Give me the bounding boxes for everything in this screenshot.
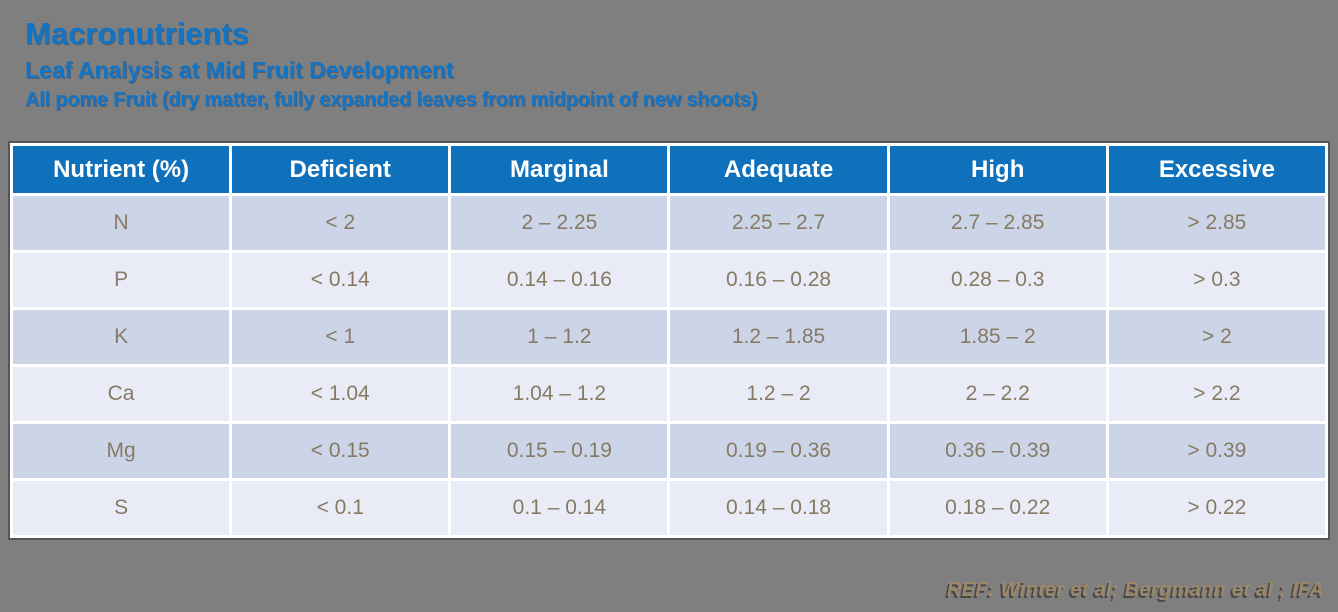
value-cell: 0.14 – 0.18: [670, 481, 887, 535]
value-cell: 0.16 – 0.28: [670, 253, 887, 307]
nutrient-cell: Mg: [13, 424, 230, 478]
value-cell: 0.1 – 0.14: [451, 481, 668, 535]
value-cell: 1 – 1.2: [451, 310, 668, 364]
nutrient-cell: P: [13, 253, 230, 307]
value-cell: > 0.39: [1108, 424, 1325, 478]
slide-subnote: All pome Fruit (dry matter, fully expand…: [25, 89, 758, 111]
nutrient-cell: S: [13, 481, 230, 535]
table-row-p: P < 0.14 0.14 – 0.16 0.16 – 0.28 0.28 – …: [13, 253, 1325, 307]
value-cell: 1.85 – 2: [889, 310, 1106, 364]
value-cell: < 1: [232, 310, 449, 364]
col-header-adequate: Adequate: [670, 146, 887, 193]
table-row-mg: Mg < 0.15 0.15 – 0.19 0.19 – 0.36 0.36 –…: [13, 424, 1325, 478]
title-block: Macronutrients Leaf Analysis at Mid Frui…: [25, 16, 757, 113]
col-header-high: High: [889, 146, 1106, 193]
col-header-excessive: Excessive: [1108, 146, 1325, 193]
table-row-k: K < 1 1 – 1.2 1.2 – 1.85 1.85 – 2 > 2: [13, 310, 1325, 364]
nutrient-cell: Ca: [13, 367, 230, 421]
nutrient-cell: N: [13, 196, 230, 250]
value-cell: > 0.3: [1108, 253, 1325, 307]
nutrient-cell: K: [13, 310, 230, 364]
value-cell: < 0.1: [232, 481, 449, 535]
table-row-n: N < 2 2 – 2.25 2.25 – 2.7 2.7 – 2.85 > 2…: [13, 196, 1325, 250]
value-cell: 1.2 – 2: [670, 367, 887, 421]
value-cell: < 0.14: [232, 253, 449, 307]
value-cell: > 2.85: [1108, 196, 1325, 250]
value-cell: 0.19 – 0.36: [670, 424, 887, 478]
reference-note: REF: Winter et al; Bergmann et al ; IFA: [946, 579, 1324, 601]
slide-title: Macronutrients: [25, 16, 249, 51]
value-cell: 0.36 – 0.39: [889, 424, 1106, 478]
slide-subtitle: Leaf Analysis at Mid Fruit Development: [25, 57, 454, 83]
value-cell: < 2: [232, 196, 449, 250]
value-cell: 1.2 – 1.85: [670, 310, 887, 364]
value-cell: < 0.15: [232, 424, 449, 478]
nutrient-table: Nutrient (%) Deficient Marginal Adequate…: [10, 143, 1328, 538]
value-cell: > 2.2: [1108, 367, 1325, 421]
col-header-deficient: Deficient: [232, 146, 449, 193]
value-cell: 1.04 – 1.2: [451, 367, 668, 421]
value-cell: 0.14 – 0.16: [451, 253, 668, 307]
value-cell: 0.18 – 0.22: [889, 481, 1106, 535]
value-cell: 2.25 – 2.7: [670, 196, 887, 250]
value-cell: > 2: [1108, 310, 1325, 364]
table-header-row: Nutrient (%) Deficient Marginal Adequate…: [13, 146, 1325, 193]
value-cell: 2.7 – 2.85: [889, 196, 1106, 250]
value-cell: 0.15 – 0.19: [451, 424, 668, 478]
table-row-s: S < 0.1 0.1 – 0.14 0.14 – 0.18 0.18 – 0.…: [13, 481, 1325, 535]
col-header-nutrient: Nutrient (%): [13, 146, 230, 193]
col-header-marginal: Marginal: [451, 146, 668, 193]
value-cell: > 0.22: [1108, 481, 1325, 535]
value-cell: 2 – 2.2: [889, 367, 1106, 421]
value-cell: 2 – 2.25: [451, 196, 668, 250]
nutrient-table-container: Nutrient (%) Deficient Marginal Adequate…: [8, 141, 1330, 540]
table-row-ca: Ca < 1.04 1.04 – 1.2 1.2 – 2 2 – 2.2 > 2…: [13, 367, 1325, 421]
value-cell: 0.28 – 0.3: [889, 253, 1106, 307]
value-cell: < 1.04: [232, 367, 449, 421]
